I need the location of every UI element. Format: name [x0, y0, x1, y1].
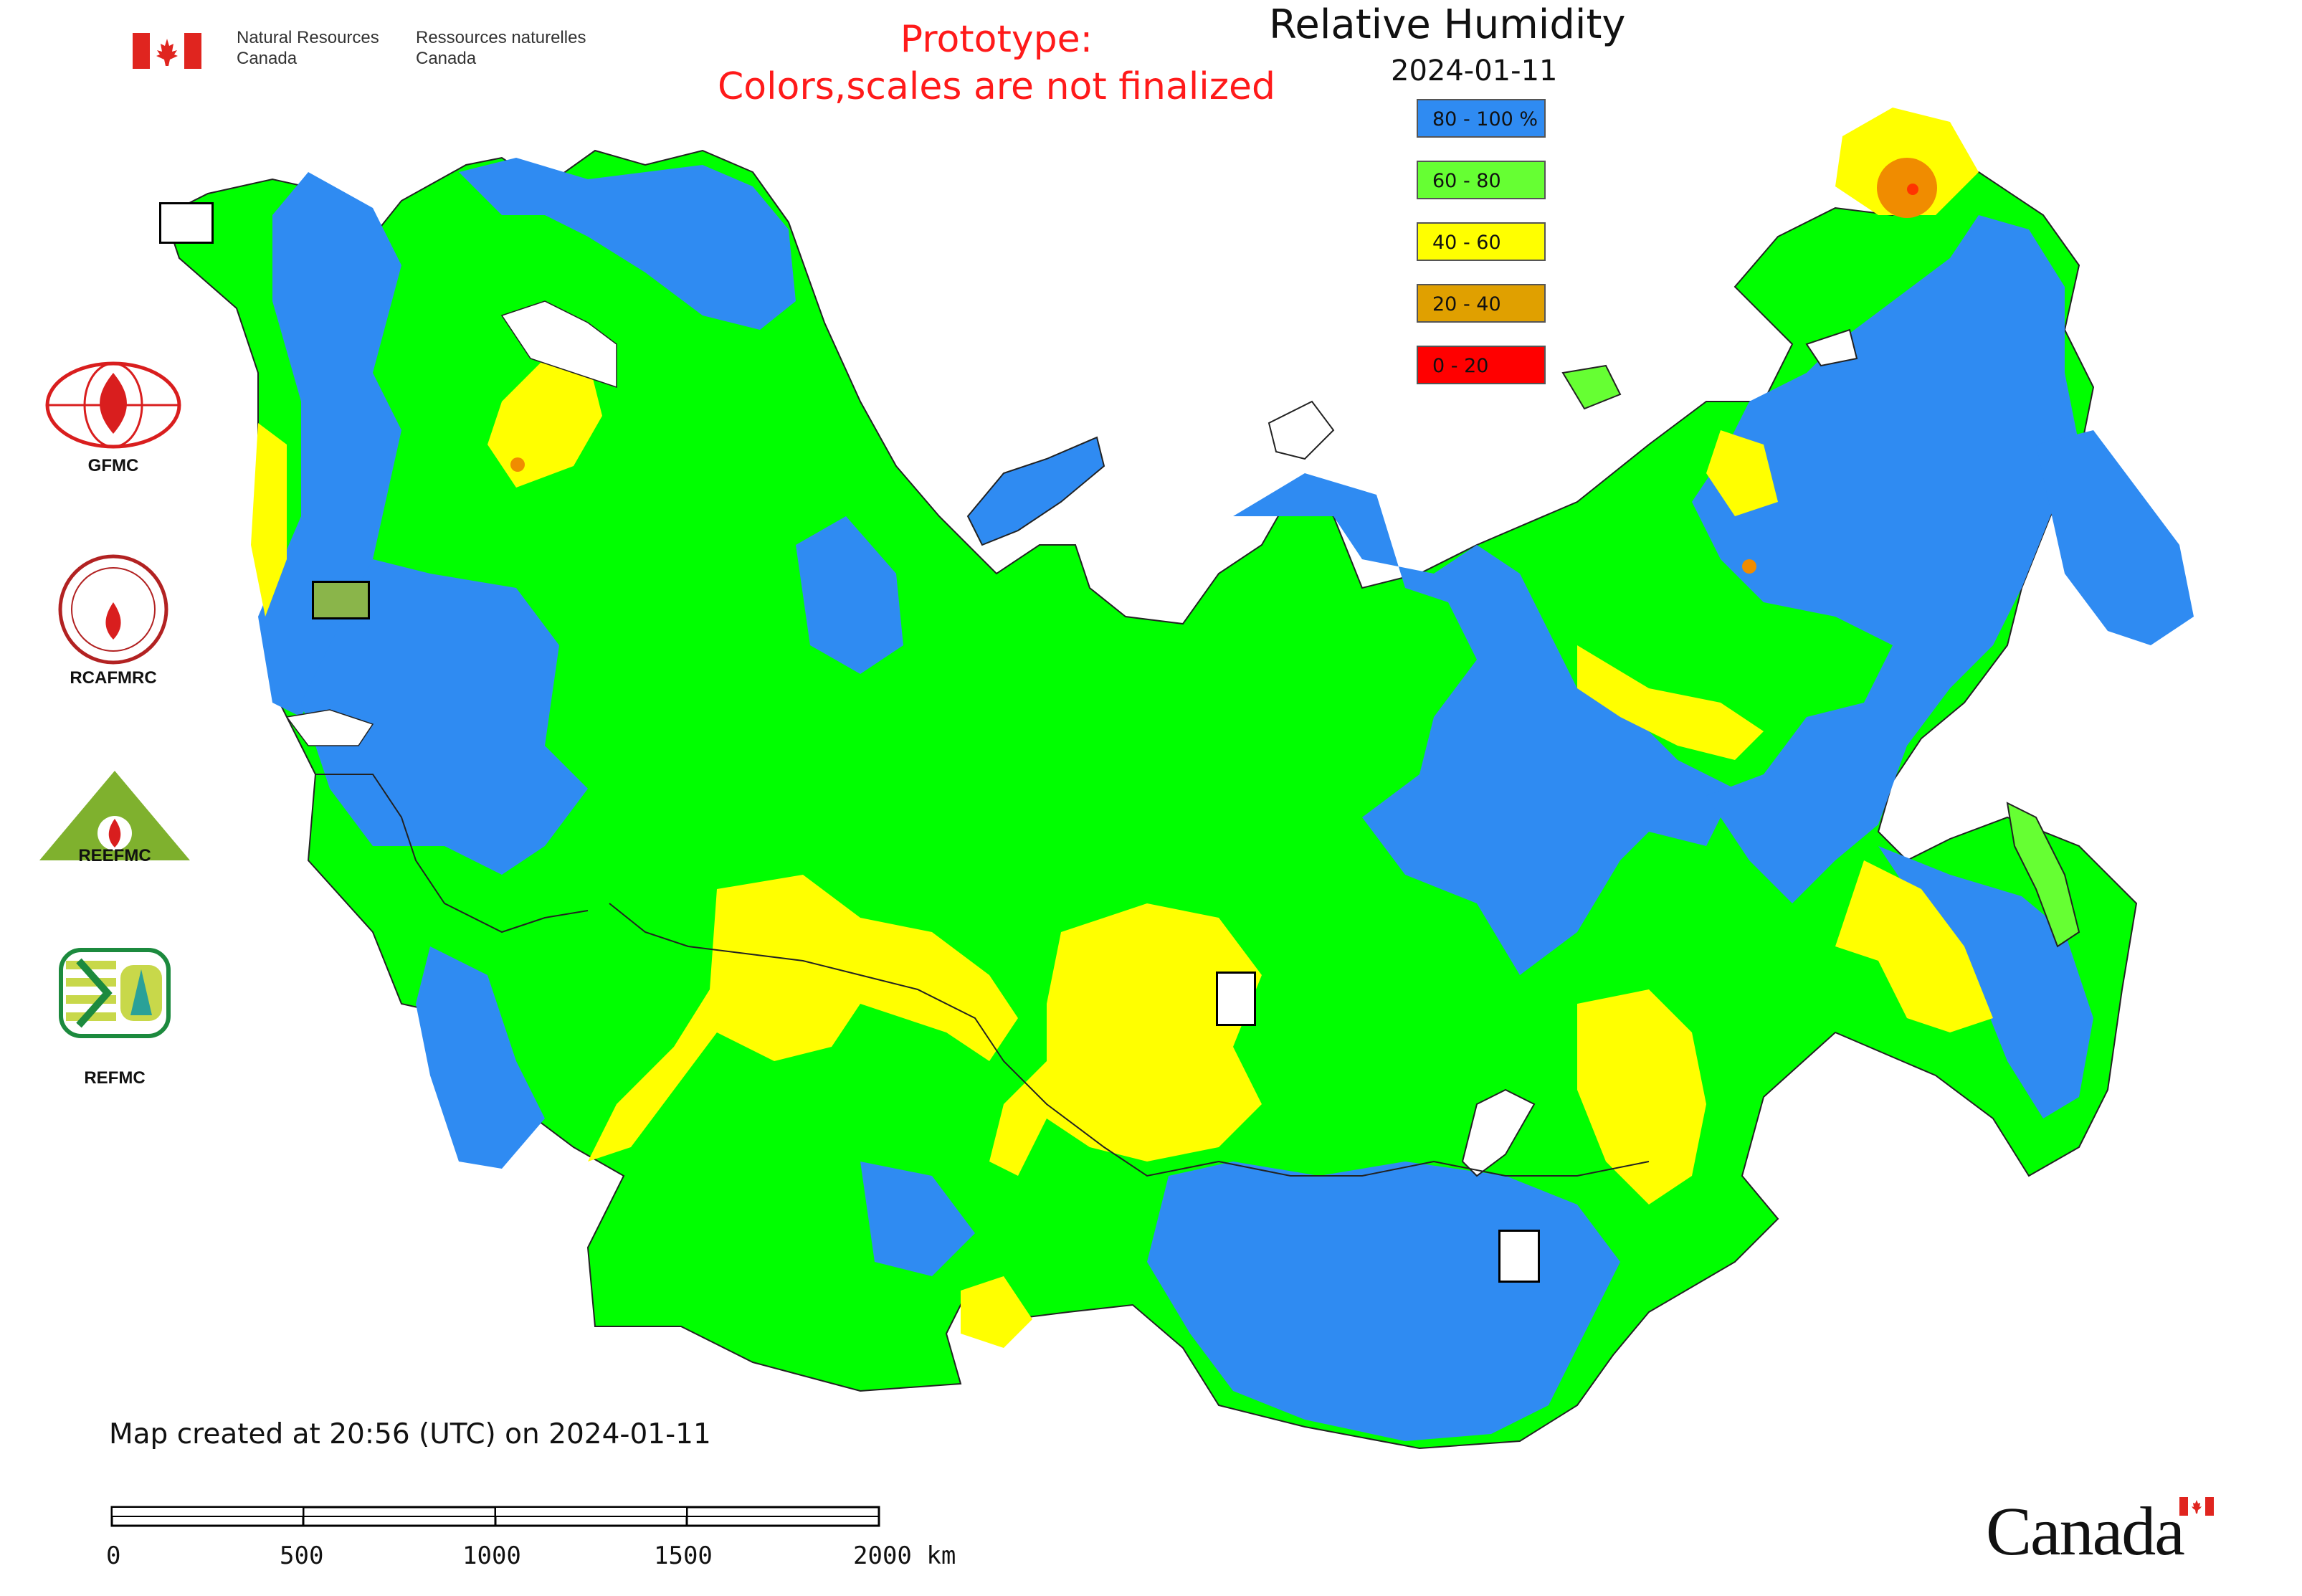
legend-item-20-40: 20 - 40: [1417, 284, 1546, 323]
scale-label-1500: 1500: [654, 1542, 713, 1570]
dry-region-south-mongolia: [961, 1276, 1032, 1348]
gfmc-label: GFMC: [87, 456, 139, 475]
refmc-label: REFMC: [84, 1068, 146, 1088]
island-severnaya-zemlya: [1267, 400, 1335, 460]
scale-bar: 0 500 1000 1500 2000 km: [106, 1498, 968, 1570]
island-wrangel: [1805, 328, 1858, 367]
lake-baikal: [1461, 1088, 1536, 1177]
scale-label-500: 500: [280, 1542, 324, 1570]
reefmc-marker-icon: [312, 581, 370, 619]
humid-region-caspian: [416, 946, 545, 1169]
rcafmrc-logo-icon: [58, 554, 168, 665]
department-name-en: Natural Resources Canada: [237, 28, 379, 68]
refmc-logo-icon: [59, 948, 171, 1038]
dry-region-central-asia: [989, 903, 1262, 1176]
gfmc-marker-icon: [159, 202, 214, 244]
country-border: [609, 903, 1650, 1177]
dry-region-manchuria: [1835, 860, 1993, 1032]
scale-label-0: 0: [106, 1542, 121, 1570]
dry-region-mongolia-east: [1577, 989, 1706, 1205]
humid-region-east-siberia: [1692, 215, 2079, 903]
dry-patch-chukotka-red: [1907, 184, 1918, 195]
humid-region-scandinavia: [258, 172, 401, 717]
humid-region-kola: [459, 158, 796, 330]
humid-region-central-siberia: [1233, 473, 1735, 975]
dry-patch-chukotka-orange: [1877, 158, 1937, 218]
humid-region-west-russia: [301, 559, 588, 875]
canada-wordmark-flag-icon: [2179, 1497, 2214, 1516]
dry-region-kazakh: [588, 875, 1018, 1162]
scale-label-2000: 2000 km: [853, 1542, 956, 1570]
gulf-of-finland: [285, 709, 374, 746]
island-sakhalin: [2006, 802, 2080, 948]
canada-wordmark: Canada: [1986, 1491, 2222, 1569]
scale-label-1000: 1000: [462, 1542, 521, 1570]
gfmc-logo-icon: [45, 361, 181, 449]
legend-date: 2024-01-11: [1391, 54, 1558, 87]
prototype-notice: Prototype: Colors,scales are not finaliz…: [717, 18, 1276, 108]
island-novaya-zemlya: [966, 436, 1105, 546]
dry-region-norway-west: [251, 423, 287, 617]
humid-region-urals: [796, 516, 903, 674]
scale-bar-graphic: [110, 1506, 880, 1527]
dry-region-kola: [487, 358, 602, 488]
island-new-siberian: [1561, 364, 1622, 410]
legend-item-0-20: 0 - 20: [1417, 346, 1546, 384]
country-border-west: [315, 774, 589, 934]
humid-region-kazakh-south: [860, 1162, 975, 1276]
legend-item-40-60: 40 - 60: [1417, 222, 1546, 261]
dry-region-yakutia: [1577, 645, 1764, 760]
refmc-marker-icon: [1216, 972, 1256, 1026]
department-name-fr: Ressources naturelles Canada: [416, 28, 586, 68]
map-created-timestamp: Map created at 20:56 (UTC) on 2024-01-11: [109, 1418, 711, 1450]
humid-region-kamchatka: [2036, 430, 2194, 645]
legend-item-80-100: 80 - 100 %: [1417, 99, 1546, 138]
reefmc-logo-icon: [39, 771, 190, 860]
white-sea: [500, 300, 617, 389]
legend-title: Relative Humidity: [1269, 1, 1626, 48]
reefmc-label: REEFMC: [78, 846, 151, 865]
rcafmrc-label: RCAFMRC: [70, 668, 157, 688]
dry-patch-kola-orange: [510, 457, 525, 472]
canada-flag-icon: [133, 33, 201, 69]
rcafmrc-marker-icon: [1498, 1230, 1540, 1283]
legend-item-60-80: 60 - 80: [1417, 161, 1546, 199]
dry-patch-northeast-orange: [1742, 559, 1756, 574]
canada-wordmark-text: Canada: [1986, 1493, 2185, 1569]
nrcan-signature: Natural Resources Canada Ressources natu…: [133, 27, 606, 77]
dry-region-northeast: [1706, 430, 1778, 516]
